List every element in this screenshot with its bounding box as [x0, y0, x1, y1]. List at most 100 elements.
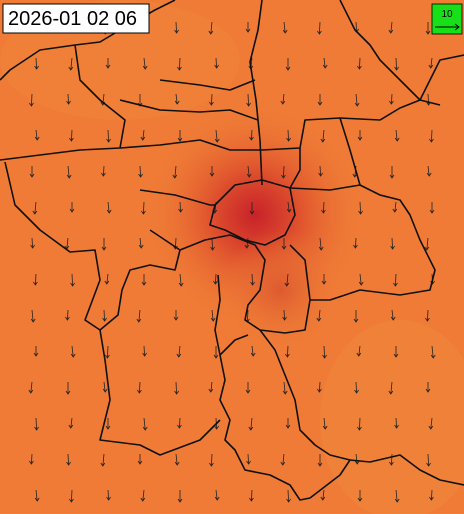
wind-arrow [353, 237, 358, 249]
wind-arrow [356, 345, 362, 357]
wind-arrow [66, 165, 72, 179]
wind-arrow [177, 417, 182, 429]
wind-arrow [30, 237, 35, 249]
wind-arrow [357, 417, 362, 431]
wind-arrow [34, 489, 40, 502]
wind-arrow [282, 381, 288, 395]
wind-arrow [101, 165, 106, 177]
wind-arrow [249, 489, 254, 502]
timestamp-box [2, 3, 150, 34]
wind-arrow [177, 490, 183, 503]
wind-arrow [174, 93, 180, 105]
wind-arrow [210, 309, 216, 322]
wind-arrow [177, 130, 183, 142]
wind-arrow [282, 309, 287, 321]
wind-arrow [393, 273, 398, 287]
wind-arrow [138, 165, 143, 178]
wind-arrow [393, 346, 399, 358]
wind-arrow [69, 129, 74, 142]
wind-arrow [106, 129, 111, 143]
wind-arrow [209, 453, 214, 467]
wind-arrow [102, 381, 108, 393]
wind-arrow [105, 345, 110, 359]
wind-arrow [429, 129, 434, 143]
wind-arrow [100, 453, 106, 467]
wind-arrow [321, 201, 326, 214]
wind-arrow [354, 93, 360, 107]
wind-arrow [322, 417, 328, 430]
wind-arrow [32, 201, 38, 215]
wind-arrow [245, 382, 251, 394]
wind-arrow [102, 309, 107, 322]
wind-arrow [429, 202, 435, 214]
wind-arrow [141, 274, 147, 286]
wind-arrow [249, 129, 254, 141]
wind-arrow [33, 273, 38, 286]
wind-arrow [34, 57, 39, 70]
wind-arrow [142, 345, 147, 357]
wind-arrow [316, 309, 322, 322]
border [139, 0, 464, 251]
border [209, 179, 296, 246]
wind-arrow [428, 57, 434, 69]
wind-arrow [389, 166, 395, 179]
wind-arrow [246, 93, 251, 107]
wind-arrow [173, 310, 179, 321]
wind-arrow [250, 345, 256, 357]
wind-arrow [285, 345, 290, 358]
wind-arrow [353, 310, 359, 323]
wind-arrow [317, 21, 322, 35]
wind-arrow [249, 202, 255, 215]
wind-arrow [358, 201, 363, 215]
wind-arrow [322, 57, 328, 69]
wind-arrow [320, 489, 326, 501]
wind-arrow [284, 273, 290, 287]
wind-arrow [137, 454, 143, 465]
wind-arrow [286, 489, 291, 503]
wind-arrow [281, 165, 286, 179]
wind-arrow [281, 238, 287, 250]
wind-arrow [177, 57, 182, 71]
wind-arrow [394, 57, 399, 71]
wind-arrow [394, 489, 400, 503]
wind-arrow [425, 22, 431, 35]
wind-arrow [101, 238, 107, 251]
wind-arrow [318, 237, 324, 251]
border [214, 274, 464, 501]
wind-arrow [248, 417, 254, 431]
wind-arrow [429, 489, 434, 501]
wind-arrow [280, 453, 286, 466]
wind-arrow [389, 453, 394, 466]
wind-arrow [69, 489, 74, 503]
wind-arrow [394, 417, 399, 429]
wind-arrow [29, 453, 34, 465]
wind-arrow [320, 129, 326, 143]
wind-arrow [174, 21, 179, 34]
wind-arrow [394, 129, 400, 142]
wind-arrow [178, 273, 184, 287]
wind-arrow [214, 129, 220, 143]
wind-arrow [68, 57, 74, 71]
wind-arrow [392, 201, 398, 213]
wind-arrow [106, 489, 111, 501]
wind-arrow [246, 165, 252, 178]
wind-arrow [426, 453, 431, 467]
wind-arrow [105, 418, 111, 430]
wind-arrow [34, 417, 39, 431]
wind-arrow [30, 309, 36, 323]
wind-arrow [106, 201, 112, 214]
wind-arrow [250, 273, 255, 286]
wind-arrow [390, 309, 396, 321]
wind-arrow [136, 309, 142, 323]
scale-legend-arrowhead [454, 23, 460, 31]
wind-arrow [138, 237, 144, 249]
wind-arrow [142, 57, 148, 70]
wind-arrow [140, 489, 146, 502]
wind-arrow [317, 381, 322, 393]
wind-arrow [142, 417, 148, 431]
wind-arrow [209, 93, 214, 106]
border [99, 329, 221, 456]
wind-arrow [282, 21, 288, 34]
